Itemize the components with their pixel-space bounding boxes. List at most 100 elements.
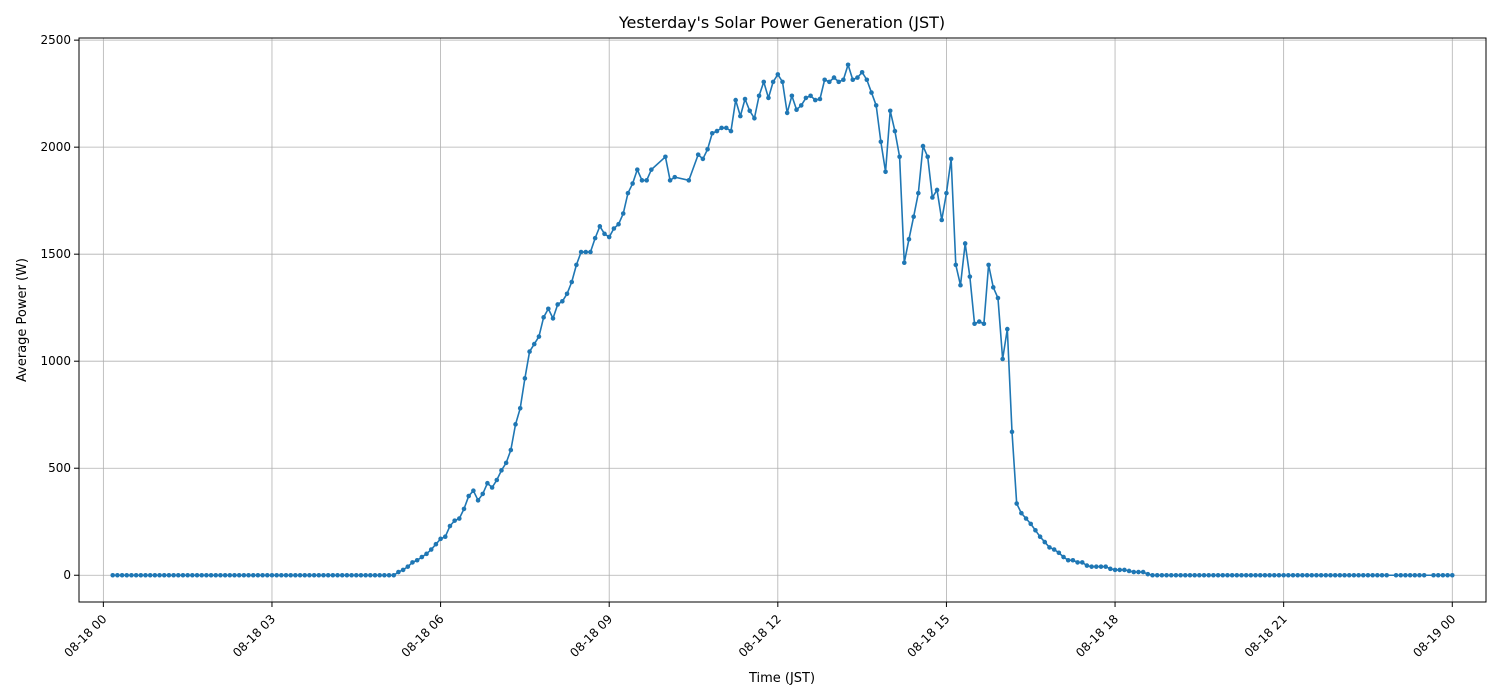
- data-point: [386, 572, 392, 578]
- data-point: [752, 115, 757, 121]
- data-point: [1192, 572, 1197, 578]
- data-point: [1220, 572, 1226, 578]
- data-point: [382, 572, 387, 578]
- y-tick-label: 2500: [40, 33, 71, 47]
- data-point: [494, 477, 500, 483]
- data-point: [1407, 572, 1413, 578]
- data-point: [241, 572, 247, 578]
- data-point: [185, 572, 190, 578]
- data-point: [1178, 572, 1183, 578]
- data-point: [110, 572, 116, 578]
- data-point: [349, 572, 354, 578]
- data-point: [901, 260, 907, 266]
- data-point: [475, 498, 481, 503]
- data-point: [1112, 567, 1118, 573]
- data-point: [269, 572, 275, 578]
- data-point: [784, 110, 790, 116]
- data-point: [1356, 572, 1361, 578]
- data-point: [635, 167, 640, 172]
- data-point: [321, 572, 326, 578]
- data-point: [939, 217, 945, 223]
- data-point: [1070, 557, 1076, 563]
- data-point: [1304, 572, 1310, 578]
- data-point: [649, 167, 654, 172]
- data-point: [442, 534, 448, 540]
- data-point: [190, 572, 195, 578]
- data-point: [817, 96, 823, 102]
- data-point: [1075, 560, 1080, 565]
- data-point: [311, 572, 317, 578]
- data-point: [761, 79, 767, 85]
- data-point: [962, 241, 968, 246]
- data-point: [1281, 572, 1286, 578]
- data-point: [850, 77, 856, 83]
- x-tick-label: 08-18 12: [736, 612, 784, 660]
- data-point: [967, 274, 973, 279]
- data-point: [222, 572, 228, 578]
- data-point: [588, 249, 593, 255]
- x-tick-label: 08-19 00: [1410, 612, 1458, 660]
- data-point: [227, 572, 233, 578]
- data-point: [194, 572, 200, 578]
- data-point: [1351, 572, 1357, 578]
- data-point: [686, 178, 692, 183]
- data-point: [466, 493, 471, 499]
- data-point: [663, 154, 668, 160]
- data-point: [1375, 572, 1380, 578]
- data-point: [1079, 560, 1085, 565]
- data-point: [1084, 563, 1090, 568]
- data-point: [1056, 550, 1062, 556]
- data-point: [976, 319, 982, 324]
- data-point: [611, 226, 617, 231]
- data-point: [1257, 572, 1263, 578]
- data-point: [855, 75, 860, 80]
- data-point: [1225, 572, 1230, 578]
- data-point: [316, 572, 322, 578]
- data-point: [873, 103, 879, 108]
- data-point: [574, 262, 579, 268]
- data-point: [1103, 564, 1108, 569]
- data-point: [204, 572, 209, 578]
- data-point: [958, 282, 963, 288]
- data-point: [770, 79, 776, 85]
- series-line: [112, 63, 1453, 577]
- data-point: [372, 572, 378, 578]
- data-point: [1248, 572, 1254, 578]
- data-point: [990, 285, 996, 290]
- data-point: [1243, 572, 1249, 578]
- data-point: [836, 79, 842, 85]
- x-tick-label: 08-18 15: [905, 612, 953, 660]
- data-point: [1229, 572, 1235, 578]
- data-point: [1449, 572, 1455, 578]
- data-point: [307, 572, 312, 578]
- data-point: [400, 567, 406, 573]
- data-point: [1197, 572, 1202, 578]
- data-point: [199, 572, 205, 578]
- data-point: [1440, 572, 1446, 578]
- data-point: [499, 468, 504, 473]
- x-tick-label: 08-18 09: [567, 612, 615, 660]
- data-point: [1047, 545, 1052, 550]
- data-point: [405, 564, 411, 569]
- data-point: [438, 536, 443, 542]
- data-point: [213, 572, 219, 578]
- data-point: [1300, 572, 1305, 578]
- data-point: [283, 572, 289, 578]
- data-point: [1136, 569, 1141, 575]
- data-point: [1337, 572, 1343, 578]
- data-point: [845, 62, 851, 68]
- data-point: [115, 572, 120, 578]
- data-point: [1346, 572, 1352, 578]
- y-tick-label: 0: [63, 568, 71, 582]
- data-point: [742, 96, 748, 102]
- data-point: [1037, 534, 1043, 540]
- data-point: [733, 97, 738, 103]
- data-point: [1412, 572, 1418, 578]
- data-point: [1276, 572, 1282, 578]
- data-point: [176, 572, 181, 578]
- data-point: [1431, 572, 1436, 578]
- plot-frame: [78, 37, 1487, 603]
- data-point: [869, 90, 874, 95]
- data-point: [1183, 572, 1188, 578]
- data-point: [1393, 572, 1399, 578]
